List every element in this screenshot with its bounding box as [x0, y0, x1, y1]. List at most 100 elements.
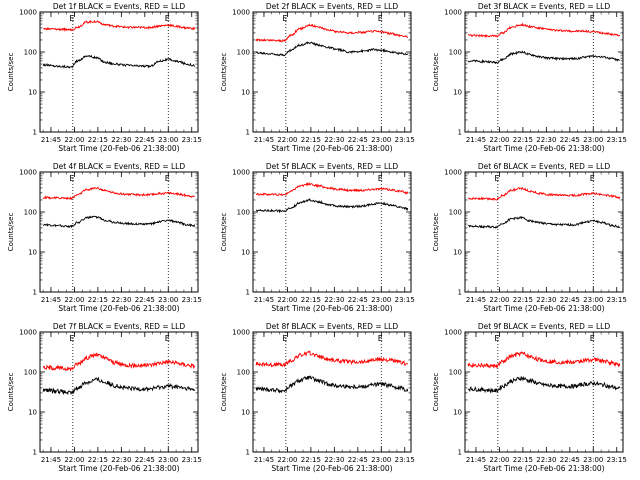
x-tick-label: 21:45 [466, 296, 486, 304]
y-tick-label: 100 [237, 209, 250, 217]
event-label: E [282, 174, 287, 183]
y-tick-label: 100 [237, 369, 250, 377]
x-tick-label: 21:45 [254, 456, 274, 464]
x-axis-label: Start Time (20-Feb-06 21:38:00) [58, 464, 179, 473]
x-tick-label: 22:00 [489, 296, 509, 304]
event-label: E [165, 14, 170, 23]
y-tick-label: 100 [449, 369, 462, 377]
panel-det-6: Det 6f BLACK = Events, RED = LLD 1 10 100 10… [432, 162, 627, 313]
event-label: E [69, 14, 74, 23]
x-tick-label: 23:00 [158, 136, 178, 144]
x-tick-label: 23:15 [607, 136, 627, 144]
event-label: E [494, 174, 499, 183]
plot-frame [252, 331, 412, 453]
x-tick-label: 22:45 [348, 456, 368, 464]
series-lld-line [42, 186, 195, 201]
y-tick-label: 1000 [19, 329, 37, 337]
series-events-line [42, 54, 196, 69]
panel-det-4: Det 4f BLACK = Events, RED = LLD 1 10 100 10… [7, 162, 202, 313]
y-tick-label: 1 [458, 449, 462, 457]
y-tick-label: 1000 [444, 9, 462, 17]
y-tick-label: 10 [28, 249, 37, 257]
y-tick-label: 10 [241, 89, 250, 97]
x-axis-label: Start Time (20-Feb-06 21:38:00) [58, 304, 179, 313]
x-tick-label: 22:15 [88, 136, 108, 144]
panel-title: Det 9f BLACK = Events, RED = LLD [478, 322, 611, 331]
x-tick-label: 22:30 [536, 136, 556, 144]
x-tick-label: 23:15 [607, 456, 627, 464]
x-tick-label: 21:45 [254, 296, 274, 304]
y-tick-label: 1 [246, 289, 250, 297]
panel-det-1: Det 1f BLACK = Events, RED = LLD 1 10 100 10… [7, 2, 202, 153]
x-tick-label: 22:45 [560, 136, 580, 144]
y-tick-label: 1 [246, 129, 250, 137]
x-tick-label: 22:45 [560, 296, 580, 304]
y-tick-label: 100 [449, 209, 462, 217]
x-tick-label: 22:15 [301, 456, 321, 464]
y-tick-label: 1 [33, 449, 37, 457]
x-tick-label: 23:00 [371, 296, 391, 304]
y-tick-label: 10 [241, 249, 250, 257]
event-label: E [69, 334, 74, 343]
plot-frame [39, 171, 199, 293]
panel-det-9: Det 9f BLACK = Events, RED = LLD 1 10 100 10… [432, 322, 627, 473]
x-tick-label: 21:45 [466, 136, 486, 144]
panel-det-8: Det 8f BLACK = Events, RED = LLD 1 10 100 10… [220, 322, 415, 473]
x-tick-label: 22:30 [111, 456, 131, 464]
plot-frame [464, 331, 624, 453]
y-tick-label: 1 [246, 449, 250, 457]
x-tick-label: 21:45 [466, 456, 486, 464]
x-tick-label: 21:45 [254, 136, 274, 144]
y-axis-label: Counts/sec [220, 53, 228, 92]
plot-frame [252, 11, 412, 133]
series-events-line [467, 375, 621, 394]
y-tick-label: 100 [449, 49, 462, 57]
x-tick-label: 22:00 [64, 456, 84, 464]
x-tick-label: 22:45 [135, 456, 155, 464]
x-tick-label: 22:00 [277, 296, 297, 304]
y-tick-label: 100 [24, 49, 37, 57]
event-label: E [590, 334, 595, 343]
x-tick-label: 21:45 [41, 456, 61, 464]
x-tick-label: 22:00 [64, 296, 84, 304]
event-label: E [494, 14, 499, 23]
series-events-line [467, 50, 621, 65]
y-axis-label: Counts/sec [7, 373, 15, 412]
x-tick-label: 22:45 [348, 136, 368, 144]
panel-title: Det 1f BLACK = Events, RED = LLD [53, 2, 186, 11]
event-label: E [282, 14, 287, 23]
event-label: E [590, 14, 595, 23]
series-lld-line [255, 23, 408, 43]
x-tick-label: 21:45 [41, 136, 61, 144]
y-axis-label: Counts/sec [7, 213, 15, 252]
series-events-line [42, 376, 196, 396]
x-axis-label: Start Time (20-Feb-06 21:38:00) [271, 464, 392, 473]
x-tick-label: 22:30 [324, 456, 344, 464]
panel-title: Det 6f BLACK = Events, RED = LLD [478, 162, 611, 171]
x-tick-label: 23:00 [371, 136, 391, 144]
plot-frame [39, 331, 199, 453]
series-lld-line [467, 351, 621, 369]
event-label: E [378, 334, 383, 343]
x-tick-label: 22:30 [536, 296, 556, 304]
panel-det-7: Det 7f BLACK = Events, RED = LLD 1 10 100 10… [7, 322, 202, 473]
y-tick-label: 1000 [232, 9, 250, 17]
y-tick-label: 100 [237, 49, 250, 57]
x-tick-label: 22:15 [301, 136, 321, 144]
x-tick-label: 23:15 [395, 136, 415, 144]
panel-det-3: Det 3f BLACK = Events, RED = LLD 1 10 100 10… [432, 2, 627, 153]
event-label: E [282, 334, 287, 343]
y-axis-label: Counts/sec [432, 213, 440, 252]
x-axis-label: Start Time (20-Feb-06 21:38:00) [271, 304, 392, 313]
y-tick-label: 10 [28, 89, 37, 97]
y-tick-label: 10 [241, 409, 250, 417]
y-tick-label: 1 [458, 289, 462, 297]
x-tick-label: 22:00 [64, 136, 84, 144]
x-tick-label: 22:15 [513, 296, 533, 304]
panel-det-2: Det 2f BLACK = Events, RED = LLD 1 10 100 10… [220, 2, 415, 153]
panel-title: Det 4f BLACK = Events, RED = LLD [53, 162, 186, 171]
x-tick-label: 22:15 [301, 296, 321, 304]
y-axis-label: Counts/sec [220, 373, 228, 412]
y-tick-label: 1000 [19, 9, 37, 17]
